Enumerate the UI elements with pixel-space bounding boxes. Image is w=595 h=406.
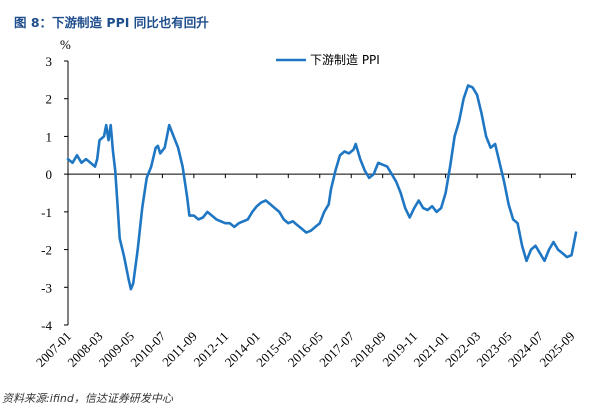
y-tick-label: 2 <box>46 92 53 107</box>
chart-axes <box>64 60 576 326</box>
y-tick-label: 1 <box>46 129 53 144</box>
x-tick-labels: 2007-012008-032009-052010-072011-092012-… <box>33 328 578 370</box>
source-note: 资料来源:ifind，信达证券研发中心 <box>2 392 173 405</box>
legend-label: 下游制造 PPI <box>310 53 380 67</box>
y-tick-label: -1 <box>41 205 52 220</box>
x-tick-label: 2018-09 <box>348 329 389 370</box>
y-tick-label: -3 <box>41 280 52 295</box>
legend: 下游制造 PPI <box>276 53 380 67</box>
figure-title: 图 8：下游制造 PPI 同比也有回升 <box>14 15 209 30</box>
y-axis-label: % <box>60 37 71 52</box>
series-line-downstream-ppi <box>66 84 578 291</box>
y-tick-labels: 3 2 1 0 -1 -2 -3 -4 <box>41 54 52 333</box>
y-tick-label: -4 <box>41 318 52 333</box>
y-tick-label: -2 <box>41 243 52 258</box>
x-tick-label: 2025-09 <box>536 329 577 370</box>
y-tick-label: 0 <box>46 167 53 182</box>
y-tick-label: 3 <box>46 54 53 69</box>
